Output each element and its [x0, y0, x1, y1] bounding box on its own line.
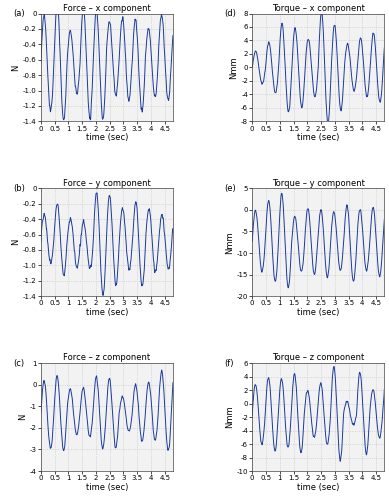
- Y-axis label: Nmm: Nmm: [225, 406, 234, 428]
- Y-axis label: Nmm: Nmm: [229, 56, 238, 79]
- Y-axis label: N: N: [18, 414, 27, 420]
- Title: Torque – z component: Torque – z component: [272, 354, 364, 362]
- Y-axis label: N: N: [11, 64, 20, 70]
- Title: Force – z component: Force – z component: [63, 354, 151, 362]
- X-axis label: time (sec): time (sec): [86, 482, 128, 492]
- Title: Force – x component: Force – x component: [63, 4, 151, 13]
- Text: (a): (a): [13, 9, 25, 18]
- X-axis label: time (sec): time (sec): [297, 308, 340, 317]
- Text: (b): (b): [13, 184, 25, 193]
- Text: (e): (e): [224, 184, 236, 193]
- X-axis label: time (sec): time (sec): [297, 482, 340, 492]
- X-axis label: time (sec): time (sec): [86, 133, 128, 142]
- Title: Torque – y component: Torque – y component: [272, 178, 365, 188]
- X-axis label: time (sec): time (sec): [297, 133, 340, 142]
- Text: (c): (c): [13, 359, 24, 368]
- Text: (d): (d): [224, 9, 237, 18]
- Text: (f): (f): [224, 359, 234, 368]
- Y-axis label: Nmm: Nmm: [225, 231, 234, 254]
- Title: Torque – x component: Torque – x component: [272, 4, 365, 13]
- X-axis label: time (sec): time (sec): [86, 308, 128, 317]
- Y-axis label: N: N: [11, 239, 20, 246]
- Title: Force – y component: Force – y component: [63, 178, 151, 188]
